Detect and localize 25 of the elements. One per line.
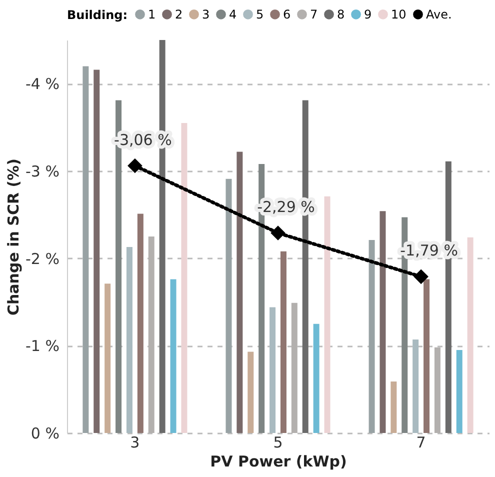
legend-label: 7 bbox=[310, 7, 318, 22]
legend-label: 8 bbox=[337, 7, 345, 22]
point bbox=[128, 158, 142, 174]
legend-label: 5 bbox=[256, 7, 264, 22]
legend-label: 9 bbox=[364, 7, 372, 22]
legend-title: Building: bbox=[67, 8, 128, 22]
point bbox=[414, 269, 428, 284]
y-tick-label: -1 % bbox=[26, 337, 60, 356]
legend-label: 6 bbox=[283, 7, 291, 22]
x-tick-label: 3 bbox=[130, 434, 140, 452]
x-tick-label: 5 bbox=[273, 434, 283, 452]
y-tick-label: -4 % bbox=[26, 75, 60, 94]
x-axis-title: PV Power (kWp) bbox=[210, 452, 347, 470]
legend-label: 4 bbox=[229, 7, 237, 22]
y-axis-title: Change in SCR (%) bbox=[4, 158, 23, 316]
legend-label: 10 bbox=[391, 7, 406, 22]
legend-label: 2 bbox=[175, 7, 183, 22]
y-tick-label: 0 % bbox=[30, 424, 60, 442]
legend-label: 1 bbox=[148, 7, 156, 22]
y-tick-label: -2 % bbox=[26, 250, 60, 268]
x-tick-label: 7 bbox=[416, 434, 426, 452]
legend-label: Ave. bbox=[426, 7, 452, 22]
y-tick-label: -3 % bbox=[26, 162, 60, 180]
legend-label: 3 bbox=[202, 7, 210, 22]
point bbox=[270, 226, 286, 240]
